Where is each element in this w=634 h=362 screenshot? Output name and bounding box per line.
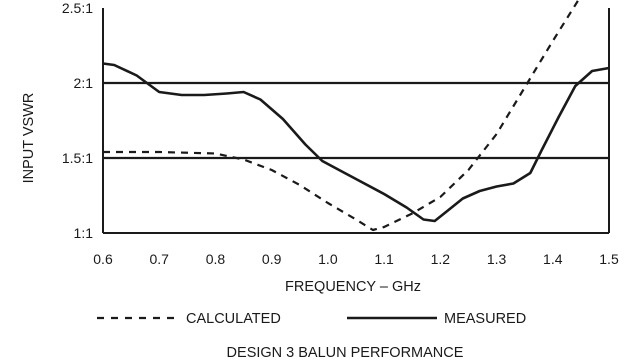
x-tick-label: 1.2 <box>431 251 451 267</box>
x-tick-label: 0.7 <box>149 251 169 267</box>
y-axis-label: INPUT VSWR <box>21 93 37 184</box>
x-tick-label: 0.6 <box>93 251 113 267</box>
y-tick-label: 2.5:1 <box>62 0 93 16</box>
series-line-calculated <box>103 0 580 232</box>
plot-frame <box>102 8 610 234</box>
x-tick-label: 0.9 <box>262 251 282 267</box>
legend: CALCULATED MEASURED <box>97 311 526 327</box>
x-tick-label: 1.1 <box>374 251 394 267</box>
series-lines <box>102 0 610 232</box>
x-tick-label: 0.8 <box>206 251 226 267</box>
y-tick-label: 2:1 <box>74 75 94 91</box>
x-tick-label: 1.3 <box>487 251 507 267</box>
x-tick-labels: 0.6 0.7 0.8 0.9 1.0 1.1 1.2 1.3 1.4 1.5 <box>93 251 619 267</box>
legend-calculated-label: CALCULATED <box>186 311 281 327</box>
x-tick-label: 1.0 <box>318 251 338 267</box>
y-tick-label: 1:1 <box>74 225 94 241</box>
x-axis-label: FREQUENCY – GHz <box>285 279 421 295</box>
reference-lines <box>103 81 609 160</box>
series-line-measured <box>102 62 610 223</box>
x-tick-label: 1.5 <box>599 251 619 267</box>
y-tick-labels: 1:1 1.5:1 2:1 2.5:1 <box>62 0 93 241</box>
legend-measured-label: MEASURED <box>444 311 526 327</box>
y-tick-label: 1.5:1 <box>62 150 93 166</box>
chart-caption: DESIGN 3 BALUN PERFORMANCE <box>227 345 464 361</box>
x-tick-label: 1.4 <box>543 251 563 267</box>
